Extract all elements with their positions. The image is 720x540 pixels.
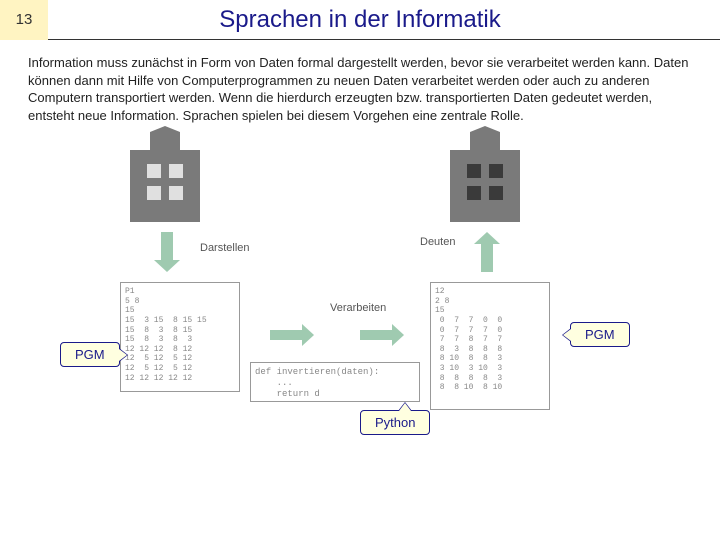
slide-title: Sprachen in der Informatik (48, 6, 720, 34)
slide-header: 13 Sprachen in der Informatik (0, 0, 720, 40)
slide-number: 13 (0, 0, 48, 40)
label-darstellen: Darstellen (200, 242, 250, 254)
label-verarbeiten: Verarbeiten (330, 302, 386, 314)
callout-pgm-right: PGM (570, 322, 630, 347)
building-right (450, 132, 520, 222)
arrow-right-icon (270, 324, 314, 346)
body-paragraph: Information muss zunächst in Form von Da… (0, 40, 720, 132)
code-box: def invertieren(daten): ... return d (250, 362, 420, 402)
callout-python: Python (360, 410, 430, 435)
data-box-left: P1 5 8 15 15 3 15 8 15 15 15 8 3 8 15 15… (120, 282, 240, 392)
callout-pgm-left: PGM (60, 342, 120, 367)
arrow-up-icon (474, 232, 500, 272)
process-diagram: Darstellen Deuten P1 5 8 15 15 3 15 8 15… (60, 132, 660, 472)
label-deuten: Deuten (420, 236, 455, 248)
arrow-down-icon (154, 232, 180, 272)
data-box-right: 12 2 8 15 0 7 7 0 0 0 7 7 7 0 7 7 8 7 7 … (430, 282, 550, 410)
arrow-right-icon (360, 324, 404, 346)
building-left (130, 132, 200, 222)
